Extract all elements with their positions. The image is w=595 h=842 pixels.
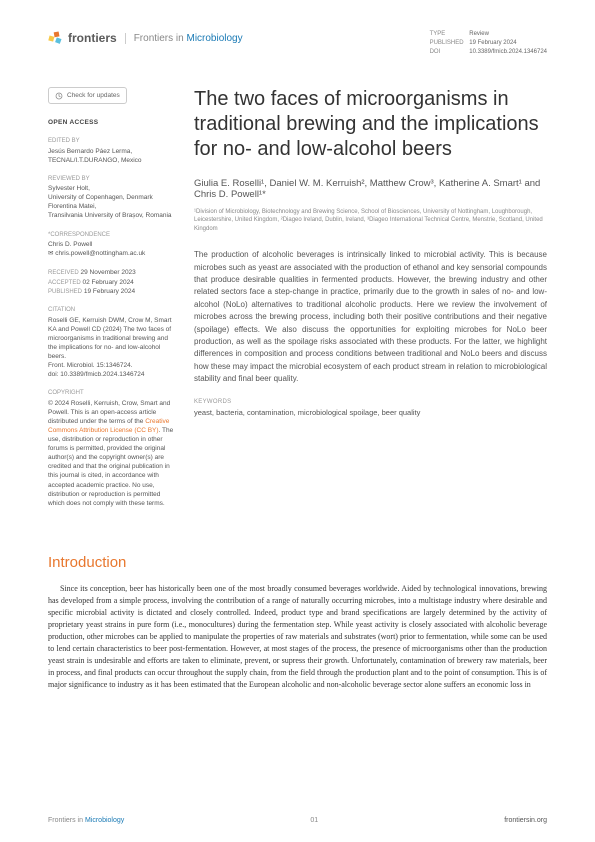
meta-doi-label: doi [430, 48, 468, 57]
reviewed-by-text: Sylvester Holt, University of Copenhagen… [48, 184, 178, 220]
affiliations: ¹Division of Microbiology, Biotechnology… [194, 208, 547, 233]
main-column: The two faces of microorganisms in tradi… [194, 87, 547, 518]
received-date: 29 November 2023 [81, 269, 136, 276]
meta-published-label: published [430, 39, 468, 48]
author-list: Giulia E. Roselli¹, Daniel W. M. Kerruis… [194, 178, 547, 200]
check-updates-button[interactable]: Check for updates [48, 87, 127, 104]
received-label: received [48, 270, 79, 276]
brand-name: frontiers [68, 31, 117, 45]
open-access-heading: OPEN ACCESS [48, 118, 178, 127]
introduction-heading: Introduction [48, 554, 547, 571]
meta-type-label: type [430, 30, 468, 39]
correspondence-label: *correspondence [48, 231, 178, 239]
meta-doi: 10.3389/fmicb.2024.1346724 [469, 49, 547, 55]
content-columns: Check for updates OPEN ACCESS edited by … [0, 67, 595, 518]
footer-journal-prefix: Frontiers in [48, 817, 85, 824]
keywords-text: yeast, bacteria, contamination, microbio… [194, 408, 547, 417]
citation-label: citation [48, 306, 178, 314]
journal-highlight: Microbiology [186, 33, 242, 44]
correspondence-name: Chris D. Powell [48, 240, 178, 249]
edited-by-text: Jesús Bernardo Páez Lerma, TECNAL/I.T.DU… [48, 147, 178, 165]
footer-left: Frontiers in Microbiology [48, 817, 124, 824]
refresh-icon [55, 92, 63, 100]
abstract-text: The production of alcoholic beverages is… [194, 249, 547, 385]
accepted-date: 02 February 2024 [82, 279, 133, 286]
header-brand-block: frontiers Frontiers in Microbiology [48, 30, 243, 46]
edited-by-label: edited by [48, 137, 178, 145]
keywords-label: keywords [194, 399, 547, 405]
header-meta: type Review published 19 February 2024 d… [430, 30, 547, 57]
copyright-text: © 2024 Roselli, Kerruish, Crow, Smart an… [48, 399, 178, 508]
introduction-body: Since its conception, beer has historica… [48, 583, 547, 691]
sidebar: Check for updates OPEN ACCESS edited by … [48, 87, 178, 518]
article-title: The two faces of microorganisms in tradi… [194, 87, 547, 162]
copyright-label: copyright [48, 389, 178, 397]
journal-prefix: Frontiers in [134, 33, 187, 44]
pub-date: 19 February 2024 [84, 288, 135, 295]
reviewed-by-label: reviewed by [48, 175, 178, 183]
frontiers-logo: frontiers [48, 30, 117, 46]
logo-cubes-icon [48, 30, 64, 46]
page-footer: Frontiers in Microbiology 01 frontiersin… [0, 809, 595, 842]
accepted-label: accepted [48, 280, 81, 286]
check-updates-label: Check for updates [67, 91, 120, 100]
pub-label: published [48, 289, 82, 295]
journal-name: Frontiers in Microbiology [125, 33, 243, 44]
page-header: frontiers Frontiers in Microbiology type… [0, 0, 595, 67]
meta-published: 19 February 2024 [469, 40, 516, 46]
correspondence-email[interactable]: ✉ chris.powell@nottingham.ac.uk [48, 249, 178, 258]
introduction-section: Introduction Since its conception, beer … [0, 554, 595, 691]
copyright-post: . The use, distribution or reproduction … [48, 427, 173, 507]
page-number: 01 [310, 817, 318, 824]
citation-text: Roselli GE, Kerruish DWM, Crow M, Smart … [48, 316, 178, 380]
footer-journal-hl: Microbiology [85, 817, 124, 824]
footer-url[interactable]: frontiersin.org [504, 817, 547, 824]
meta-type: Review [469, 31, 489, 37]
